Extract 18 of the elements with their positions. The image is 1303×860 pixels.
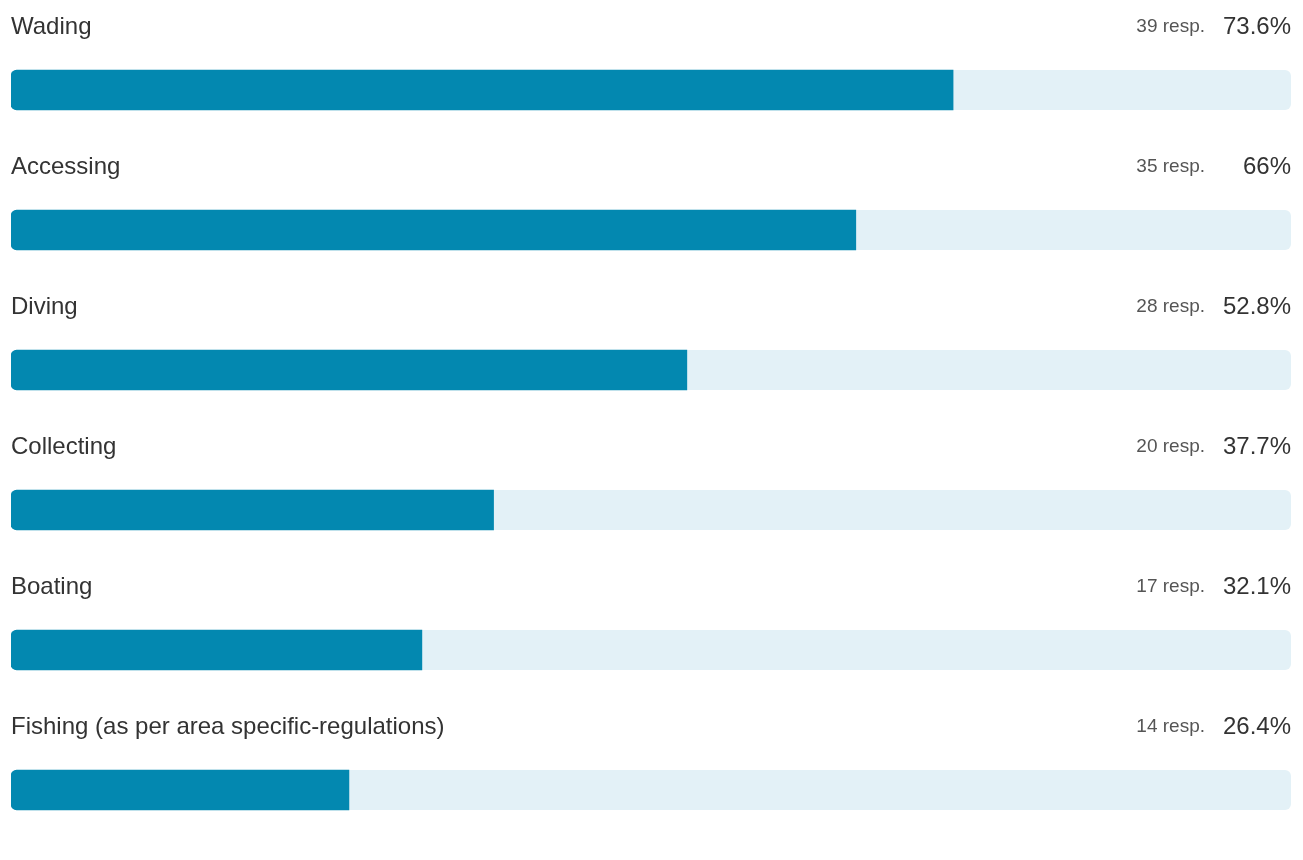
annotation: 14 resp. xyxy=(1136,715,1205,737)
data-label: 66% xyxy=(1242,151,1291,179)
annotation: 17 resp. xyxy=(1136,575,1205,597)
data-label: 32.1% xyxy=(1222,571,1291,599)
data-label: 37.7% xyxy=(1222,431,1291,459)
data-label: 26.4% xyxy=(1222,711,1291,739)
data-label: 73.6% xyxy=(1222,11,1291,39)
y-tick-label: Diving xyxy=(11,291,78,319)
data-label: 52.8% xyxy=(1222,291,1291,319)
y-tick-label: Fishing (as per area specific-regulations) xyxy=(11,711,445,739)
y-tick-label: Collecting xyxy=(11,431,117,459)
annotation: 35 resp. xyxy=(1136,155,1205,177)
y-tick-label: Wading xyxy=(11,11,92,39)
annotation: 20 resp. xyxy=(1136,435,1205,457)
y-tick-label: Accessing xyxy=(11,151,121,179)
annotation: 28 resp. xyxy=(1136,295,1205,317)
annotation: 39 resp. xyxy=(1136,15,1205,37)
y-tick-label: Boating xyxy=(11,571,93,599)
